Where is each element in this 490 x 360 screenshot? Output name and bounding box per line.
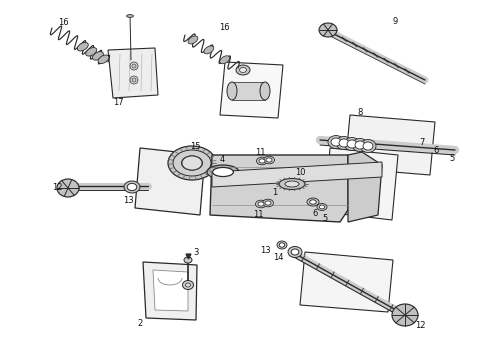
Text: 6: 6	[433, 145, 439, 154]
Polygon shape	[300, 252, 393, 312]
Polygon shape	[345, 115, 435, 175]
Ellipse shape	[188, 36, 198, 44]
Ellipse shape	[186, 283, 191, 287]
Ellipse shape	[291, 249, 299, 255]
Ellipse shape	[220, 56, 230, 64]
Ellipse shape	[265, 201, 271, 205]
Text: 3: 3	[194, 248, 198, 257]
Polygon shape	[143, 262, 197, 320]
Ellipse shape	[277, 241, 287, 249]
Text: 17: 17	[113, 98, 123, 107]
Ellipse shape	[130, 76, 138, 84]
Ellipse shape	[310, 200, 317, 204]
Text: 13: 13	[260, 246, 270, 255]
Polygon shape	[212, 162, 382, 187]
Ellipse shape	[255, 200, 267, 208]
Text: 4: 4	[220, 154, 224, 163]
Ellipse shape	[260, 82, 270, 100]
Ellipse shape	[352, 139, 368, 152]
Polygon shape	[153, 270, 188, 311]
Ellipse shape	[319, 205, 325, 209]
Ellipse shape	[263, 199, 273, 207]
Text: 14: 14	[273, 252, 283, 261]
Text: 11: 11	[253, 210, 263, 219]
Text: 10: 10	[295, 167, 305, 176]
Ellipse shape	[344, 138, 360, 150]
Ellipse shape	[266, 158, 272, 162]
Polygon shape	[210, 155, 348, 222]
Ellipse shape	[132, 64, 136, 68]
Ellipse shape	[93, 51, 103, 60]
Ellipse shape	[126, 14, 133, 18]
Ellipse shape	[279, 179, 305, 189]
Ellipse shape	[240, 68, 246, 72]
Text: 1: 1	[272, 188, 278, 197]
Ellipse shape	[355, 141, 365, 149]
Text: 12: 12	[415, 320, 425, 329]
Ellipse shape	[182, 156, 202, 170]
Polygon shape	[325, 148, 398, 220]
Polygon shape	[108, 48, 158, 98]
Polygon shape	[220, 62, 283, 118]
Ellipse shape	[258, 202, 264, 206]
Ellipse shape	[184, 257, 192, 263]
Ellipse shape	[182, 280, 194, 289]
Ellipse shape	[207, 165, 239, 179]
Ellipse shape	[98, 55, 109, 64]
Ellipse shape	[264, 156, 274, 164]
Ellipse shape	[204, 46, 214, 54]
Ellipse shape	[288, 247, 302, 257]
Text: 5: 5	[322, 213, 328, 222]
Text: 9: 9	[392, 17, 397, 26]
Ellipse shape	[256, 157, 268, 165]
Ellipse shape	[57, 179, 79, 197]
Ellipse shape	[328, 135, 344, 149]
Polygon shape	[348, 152, 382, 222]
Ellipse shape	[132, 78, 136, 82]
Ellipse shape	[124, 181, 140, 193]
Ellipse shape	[173, 150, 211, 176]
Ellipse shape	[130, 62, 138, 70]
Text: 7: 7	[419, 138, 425, 147]
Ellipse shape	[227, 82, 237, 100]
Ellipse shape	[182, 156, 202, 170]
Polygon shape	[135, 148, 205, 215]
Text: 16: 16	[58, 18, 68, 27]
Text: 11: 11	[255, 148, 265, 157]
Text: 15: 15	[190, 141, 200, 150]
Text: 12: 12	[52, 183, 62, 192]
Ellipse shape	[259, 159, 265, 163]
Ellipse shape	[319, 23, 337, 37]
Ellipse shape	[331, 138, 341, 146]
Ellipse shape	[168, 146, 216, 180]
Ellipse shape	[307, 198, 319, 206]
Text: 6: 6	[312, 208, 318, 217]
Ellipse shape	[347, 140, 357, 148]
Polygon shape	[232, 82, 265, 100]
Text: 5: 5	[449, 153, 455, 162]
Ellipse shape	[279, 243, 285, 247]
Ellipse shape	[363, 142, 373, 150]
Ellipse shape	[285, 181, 299, 187]
Ellipse shape	[317, 203, 327, 211]
Ellipse shape	[339, 139, 349, 147]
Ellipse shape	[86, 48, 97, 56]
Text: 16: 16	[219, 23, 229, 32]
Ellipse shape	[236, 65, 250, 75]
Ellipse shape	[336, 136, 352, 149]
Ellipse shape	[360, 139, 376, 153]
Text: 2: 2	[137, 320, 143, 328]
Ellipse shape	[127, 183, 137, 190]
Text: 8: 8	[357, 108, 363, 117]
Ellipse shape	[392, 304, 418, 326]
Ellipse shape	[213, 167, 233, 176]
Ellipse shape	[77, 42, 88, 51]
Text: 13: 13	[122, 195, 133, 204]
